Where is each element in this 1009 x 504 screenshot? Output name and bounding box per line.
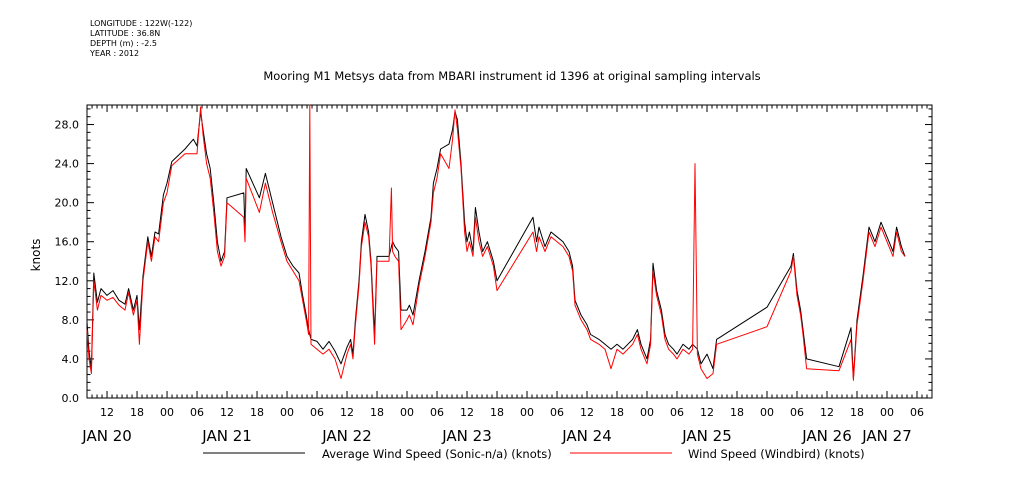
x-tick-label: 06 <box>310 406 324 419</box>
x-tick-label: 00 <box>880 406 894 419</box>
series-line-windbird <box>86 104 906 381</box>
depth-label: DEPTH (m) : -2.5 <box>90 39 157 48</box>
x-tick-label: 00 <box>640 406 654 419</box>
x-tick-label: 18 <box>850 406 864 419</box>
x-day-label: JAN 25 <box>681 427 732 445</box>
x-tick-label: 12 <box>220 406 234 419</box>
legend-label: Wind Speed (Windbird) (knots) <box>688 447 865 461</box>
x-tick-label: 06 <box>670 406 684 419</box>
y-tick-label: 0.0 <box>62 392 80 405</box>
x-day-label: JAN 20 <box>81 427 132 445</box>
y-tick-label: 16.0 <box>55 236 80 249</box>
y-tick-label: 4.0 <box>62 353 80 366</box>
x-tick-label: 18 <box>730 406 744 419</box>
x-tick-label: 18 <box>130 406 144 419</box>
x-tick-label: 00 <box>280 406 294 419</box>
plot-frame <box>86 104 933 399</box>
x-tick-label: 00 <box>520 406 534 419</box>
y-tick-label: 24.0 <box>55 158 80 171</box>
x-tick-label: 06 <box>790 406 804 419</box>
x-tick-label: 00 <box>760 406 774 419</box>
x-tick-label: 06 <box>430 406 444 419</box>
x-tick-label: 06 <box>550 406 564 419</box>
x-day-label: JAN 27 <box>861 427 912 445</box>
x-tick-label: 18 <box>370 406 384 419</box>
x-day-label: JAN 24 <box>561 427 612 445</box>
x-tick-label: 12 <box>580 406 594 419</box>
x-tick-label: 06 <box>910 406 924 419</box>
series-layer <box>86 104 906 381</box>
longitude-label: LONGITUDE : 122W(-122) <box>90 19 193 28</box>
y-tick-label: 8.0 <box>62 314 80 327</box>
x-day-label: JAN 22 <box>321 427 372 445</box>
legend: Average Wind Speed (Sonic-n/a) (knots) Wi… <box>203 447 865 461</box>
chart-title: Mooring M1 Metsys data from MBARI instru… <box>263 69 760 83</box>
year-label: YEAR : 2012 <box>90 49 140 58</box>
y-axis-label: knots <box>29 239 43 272</box>
series-line-average-sonic <box>86 111 906 379</box>
x-tick-label: 12 <box>340 406 354 419</box>
x-tick-label: 18 <box>610 406 624 419</box>
y-tick-label: 20.0 <box>55 197 80 210</box>
x-tick-label: 00 <box>400 406 414 419</box>
x-tick-label: 12 <box>820 406 834 419</box>
latitude-label: LATITUDE : 36.8N <box>90 29 161 38</box>
x-tick-label: 12 <box>100 406 114 419</box>
x-tick-label: 18 <box>250 406 264 419</box>
x-tick-label: 12 <box>460 406 474 419</box>
y-tick-label: 28.0 <box>55 119 80 132</box>
x-tick-label: 06 <box>190 406 204 419</box>
y-axis: 0.0 4.0 8.0 12.0 16.0 20.0 24.0 28.0 <box>55 108 932 405</box>
x-day-label: JAN 26 <box>801 427 852 445</box>
x-axis: 12 18 00 06 12 18 00 06 12 18 00 06 12 18 00 06 12 18 00 06… <box>81 105 933 445</box>
x-day-label: JAN 21 <box>201 427 252 445</box>
legend-label: Average Wind Speed (Sonic-n/a) (knots) <box>322 447 552 461</box>
metadata-block: LONGITUDE : 122W(-122) LATITUDE : 36.8N … <box>90 19 192 59</box>
y-tick-label: 12.0 <box>55 275 80 288</box>
x-day-label: JAN 23 <box>441 427 492 445</box>
x-tick-label: 12 <box>700 406 714 419</box>
x-tick-label: 00 <box>160 406 174 419</box>
x-tick-label: 18 <box>490 406 504 419</box>
